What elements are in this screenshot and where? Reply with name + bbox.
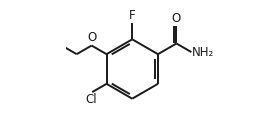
Text: O: O (172, 12, 181, 25)
Text: Cl: Cl (86, 93, 97, 106)
Text: F: F (129, 9, 136, 22)
Text: NH₂: NH₂ (192, 46, 214, 59)
Text: O: O (87, 31, 96, 44)
